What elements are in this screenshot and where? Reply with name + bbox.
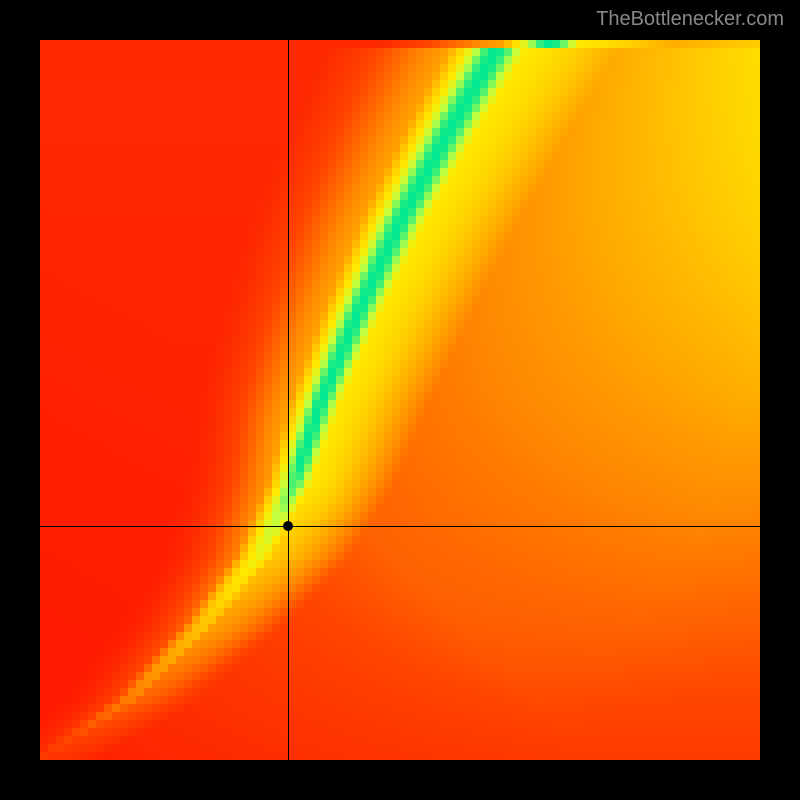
bottleneck-heatmap <box>40 40 760 760</box>
crosshair-horizontal <box>40 526 760 527</box>
crosshair-vertical <box>288 40 289 760</box>
heatmap-canvas <box>40 40 760 760</box>
watermark-text: TheBottlenecker.com <box>596 8 784 31</box>
crosshair-marker <box>283 521 293 531</box>
